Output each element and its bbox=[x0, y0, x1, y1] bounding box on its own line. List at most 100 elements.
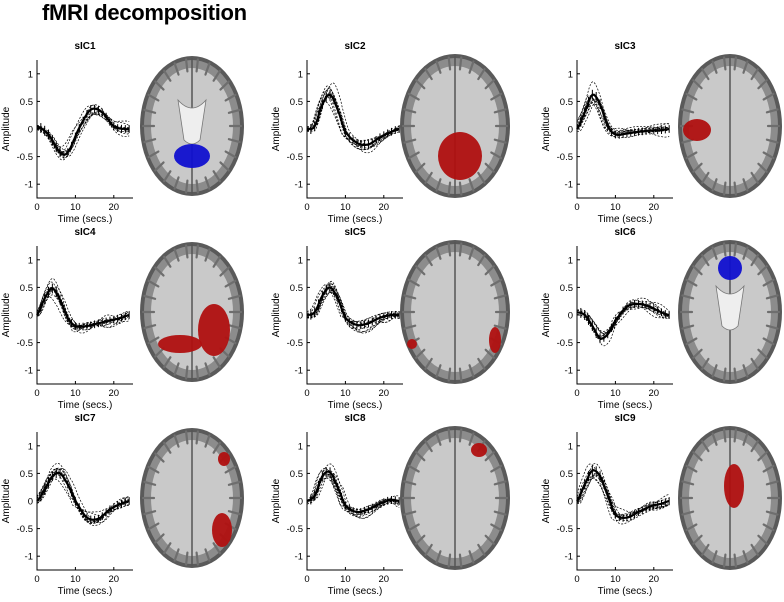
sulcus-line bbox=[493, 510, 507, 516]
x-tick-label: 0 bbox=[34, 202, 39, 213]
x-axis-label: Time (secs.) bbox=[328, 214, 383, 225]
sulcus-line bbox=[757, 348, 768, 359]
sulcus-line bbox=[484, 265, 496, 276]
y-tick-label: -0.5 bbox=[557, 338, 573, 349]
sulcus-line bbox=[424, 543, 433, 556]
sulcus-line bbox=[204, 176, 211, 190]
y-tick-label: 0 bbox=[298, 311, 303, 322]
sulcus-line bbox=[204, 362, 211, 376]
sulcus-line bbox=[224, 150, 237, 159]
y-tick-label: -0.5 bbox=[557, 152, 573, 163]
sulcus-line bbox=[685, 92, 698, 101]
sulcus-line bbox=[154, 347, 165, 358]
sulcus-line bbox=[733, 367, 738, 382]
axis-lines bbox=[576, 432, 673, 571]
sulcus-line bbox=[447, 553, 452, 568]
brain-slice-image bbox=[400, 240, 510, 384]
sulcus-line bbox=[407, 278, 420, 287]
sulcus-line bbox=[458, 242, 463, 257]
sulcus-line bbox=[757, 534, 768, 545]
axis-lines bbox=[36, 246, 133, 385]
axis-lines bbox=[36, 432, 133, 571]
activation-blob bbox=[218, 452, 230, 466]
sulcus-line bbox=[722, 181, 727, 196]
sulcus-line bbox=[195, 244, 200, 259]
x-tick-label: 0 bbox=[304, 202, 309, 213]
sulcus-line bbox=[742, 60, 749, 74]
sulcus-line bbox=[468, 364, 475, 378]
sulcus-line bbox=[424, 357, 433, 370]
sulcus-line bbox=[414, 451, 426, 462]
component-panel-sic2: sIC2 1 0.5 0 -0.5 -1 0 10 20 Amplitude Time (secs.… bbox=[270, 40, 530, 230]
x-axis-label: Time (secs.) bbox=[58, 400, 113, 411]
x-tick-label: 0 bbox=[304, 388, 309, 399]
y-tick-label: 1 bbox=[28, 441, 33, 452]
y-tick-label: 0.5 bbox=[290, 283, 303, 294]
sulcus-line bbox=[711, 178, 718, 192]
x-axis-label: Time (secs.) bbox=[58, 586, 113, 597]
sulcus-line bbox=[692, 348, 703, 359]
sulcus-line bbox=[490, 464, 503, 473]
sulcus-line bbox=[227, 108, 241, 114]
y-tick-label: -1 bbox=[25, 180, 33, 191]
sulcus-line bbox=[173, 176, 180, 190]
sulcus-line bbox=[407, 151, 420, 160]
y-tick-label: -1 bbox=[565, 180, 573, 191]
sulcus-line bbox=[204, 434, 211, 448]
sulcus-line bbox=[414, 348, 426, 359]
sulcus-line bbox=[750, 68, 759, 81]
x-tick-label: 10 bbox=[340, 388, 351, 399]
subject-trace bbox=[576, 98, 670, 133]
x-axis-label: Time (secs.) bbox=[328, 586, 383, 597]
subject-trace bbox=[36, 296, 130, 327]
activation-blob bbox=[407, 339, 417, 349]
sulcus-line bbox=[212, 170, 221, 183]
sulcus-line bbox=[147, 336, 160, 345]
sulcus-line bbox=[722, 553, 727, 568]
sulcus-line bbox=[435, 364, 442, 378]
y-tick-label: -1 bbox=[565, 552, 573, 563]
sulcus-line bbox=[484, 79, 496, 90]
panel-title: sIC5 bbox=[344, 227, 366, 238]
y-tick-label: 0 bbox=[28, 125, 33, 136]
sulcus-line bbox=[477, 254, 486, 267]
sulcus-line bbox=[163, 441, 172, 454]
x-tick-label: 0 bbox=[34, 388, 39, 399]
sulcus-line bbox=[681, 108, 695, 114]
sulcus-line bbox=[685, 151, 698, 160]
x-axis-label: Time (secs.) bbox=[328, 400, 383, 411]
y-tick-label: 1 bbox=[568, 69, 573, 80]
y-tick-label: -1 bbox=[565, 366, 573, 377]
sulcus-line bbox=[403, 480, 417, 486]
sulcus-line bbox=[733, 242, 738, 257]
sulcus-line bbox=[143, 108, 157, 114]
subject-trace bbox=[36, 104, 130, 161]
sulcus-line bbox=[490, 278, 503, 287]
sulcus-line bbox=[147, 522, 160, 531]
brain-slice-image bbox=[140, 428, 244, 568]
y-axis-label: Amplitude bbox=[1, 478, 12, 523]
x-tick-label: 20 bbox=[649, 202, 660, 213]
x-tick-label: 0 bbox=[574, 202, 579, 213]
sulcus-line bbox=[163, 255, 172, 268]
sulcus-line bbox=[403, 294, 417, 300]
x-tick-label: 20 bbox=[379, 574, 390, 585]
subject-trace bbox=[306, 284, 400, 322]
y-tick-label: -0.5 bbox=[17, 152, 33, 163]
sulcus-line bbox=[435, 60, 442, 74]
subject-trace bbox=[576, 301, 670, 334]
sulcus-line bbox=[447, 367, 452, 382]
sulcus-line bbox=[484, 348, 496, 359]
sulcus-line bbox=[184, 430, 189, 445]
subject-trace bbox=[576, 102, 670, 134]
x-tick-label: 10 bbox=[340, 574, 351, 585]
mean-timecourse-line bbox=[576, 302, 670, 340]
sulcus-line bbox=[468, 246, 475, 260]
y-tick-label: -1 bbox=[25, 366, 33, 377]
x-tick-label: 0 bbox=[34, 574, 39, 585]
sulcus-line bbox=[711, 60, 718, 74]
sulcus-line bbox=[757, 79, 768, 90]
